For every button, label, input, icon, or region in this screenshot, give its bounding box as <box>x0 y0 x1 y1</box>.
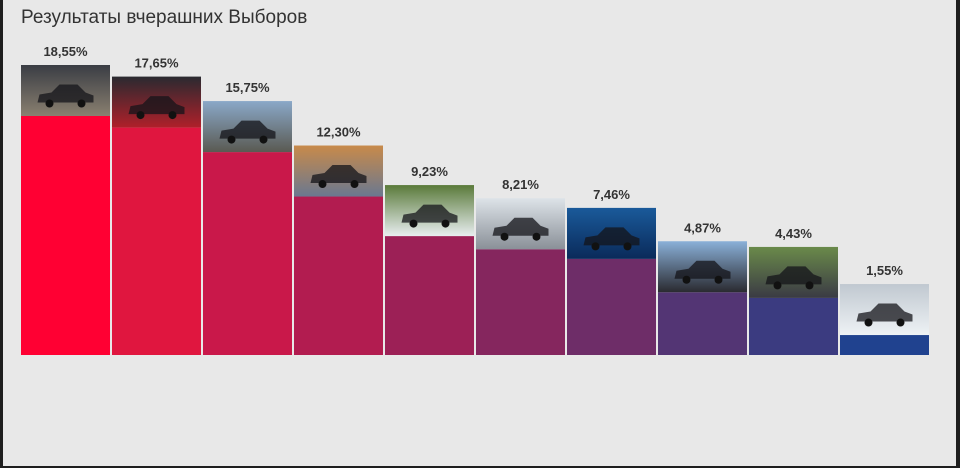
bar <box>567 258 656 355</box>
bar <box>112 127 201 355</box>
chart-title: Результаты вчерашних Выборов <box>21 7 308 28</box>
car-photo-icon <box>128 96 185 115</box>
car-photo-icon <box>37 84 94 103</box>
bar <box>294 196 383 355</box>
wheel-icon <box>227 135 236 144</box>
bar <box>385 236 474 355</box>
wheel-icon <box>168 111 177 120</box>
car-photo-icon <box>401 204 458 223</box>
bar <box>749 297 838 355</box>
bar <box>21 116 110 355</box>
wheel-icon <box>136 111 145 120</box>
car-photo-icon <box>856 303 913 322</box>
value-label: 12,30% <box>316 125 361 140</box>
wheel-icon <box>591 242 600 251</box>
wheel-icon <box>682 275 691 284</box>
car-photo-icon <box>219 120 276 139</box>
wheel-icon <box>714 275 723 284</box>
value-label: 9,23% <box>411 164 448 179</box>
wheel-icon <box>805 281 814 290</box>
wheel-icon <box>441 219 450 228</box>
chart-panel: Результаты вчерашних Выборов 18,55% 17,65… <box>3 0 956 466</box>
wheel-icon <box>259 135 268 144</box>
car-photo-icon <box>765 266 822 285</box>
wheel-icon <box>45 99 54 108</box>
wheel-icon <box>864 318 873 327</box>
car-photo-icon <box>674 260 731 279</box>
bar-chart: 18,55% 17,65% 15,75% 12,30% 9,23% 8,21% 7,46% 4… <box>21 44 929 355</box>
car-photo-icon <box>492 217 549 236</box>
value-label: 4,87% <box>684 220 721 235</box>
wheel-icon <box>350 180 359 189</box>
wheel-icon <box>623 242 632 251</box>
wheel-icon <box>318 180 327 189</box>
wheel-icon <box>500 232 509 241</box>
value-label: 4,43% <box>775 226 812 241</box>
bar <box>840 335 929 355</box>
value-label: 17,65% <box>134 56 179 71</box>
value-label: 15,75% <box>225 80 270 95</box>
value-label: 7,46% <box>593 187 630 202</box>
wheel-icon <box>896 318 905 327</box>
wheel-icon <box>532 232 541 241</box>
car-photo-icon <box>583 227 640 246</box>
bar <box>476 249 565 355</box>
value-label: 18,55% <box>43 44 88 59</box>
car-photo-icon <box>310 165 367 184</box>
bar <box>658 292 747 355</box>
wheel-icon <box>773 281 782 290</box>
bar <box>203 152 292 355</box>
wheel-icon <box>77 99 86 108</box>
value-label: 1,55% <box>866 263 903 278</box>
value-label: 8,21% <box>502 177 539 192</box>
wheel-icon <box>409 219 418 228</box>
